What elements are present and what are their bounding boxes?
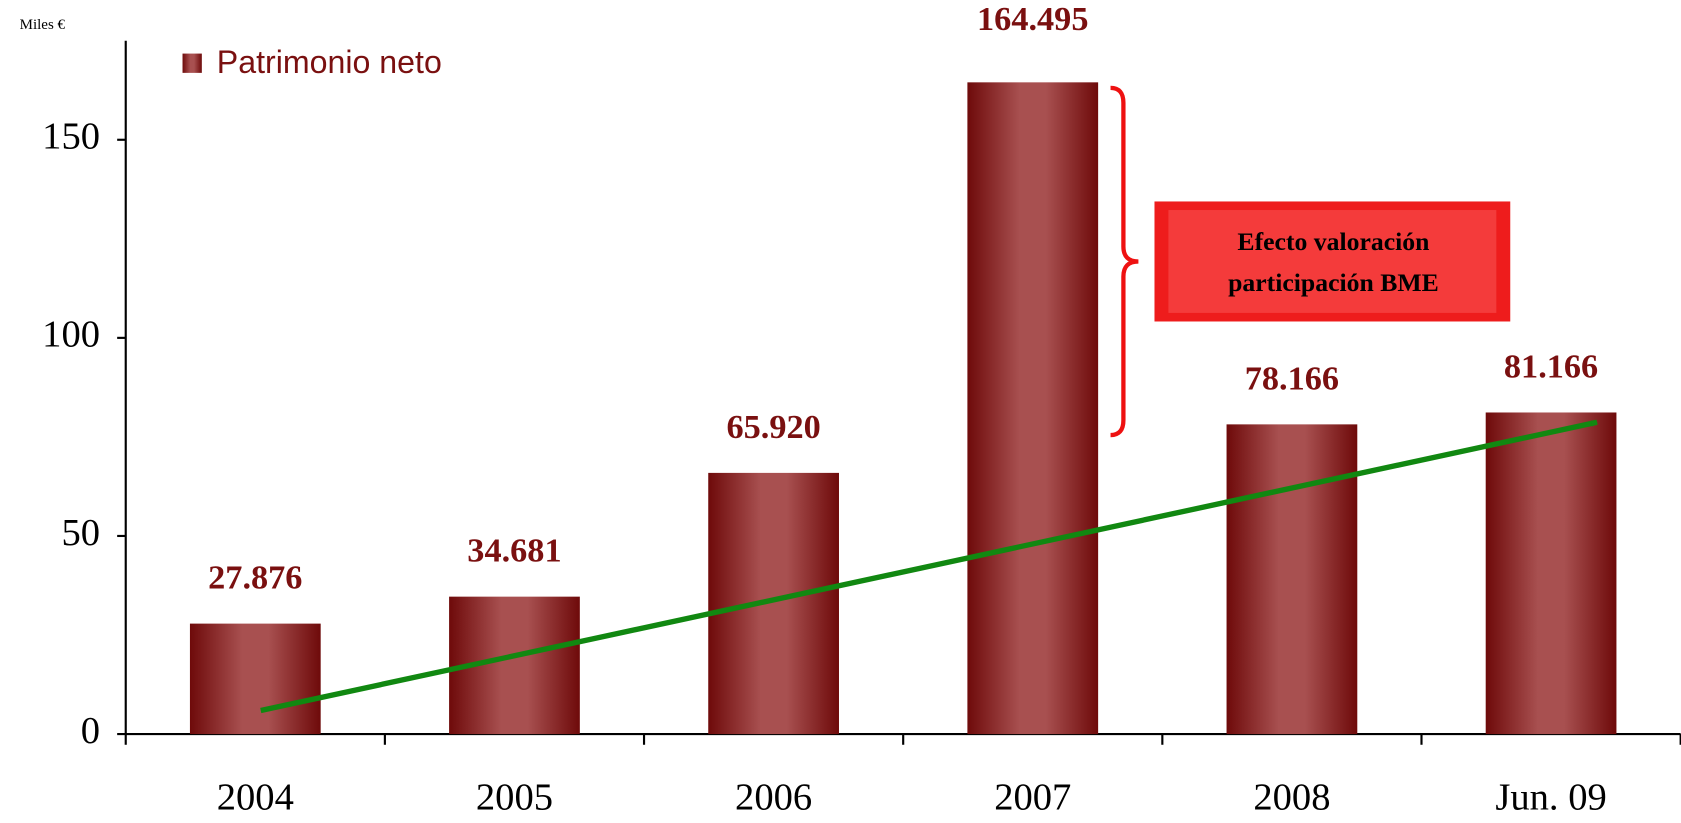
annotation-line: participación BME [1228, 268, 1439, 297]
x-tick-label: 2004 [217, 776, 294, 818]
bar [967, 82, 1099, 735]
x-tick-label: 2008 [1253, 776, 1330, 818]
bar [1226, 424, 1358, 735]
value-label: 78.166 [1245, 359, 1339, 397]
legend-swatch [182, 53, 202, 73]
legend-label: Patrimonio neto [217, 44, 442, 80]
x-tick-label: 2007 [994, 776, 1071, 818]
value-label: 27.876 [208, 559, 302, 597]
plot: 0 50 100 150 2004 27.876 2005 34.681 2006 65.920 2… [42, 0, 1681, 818]
annotation-glow [1168, 210, 1497, 313]
value-label: 65.920 [726, 408, 820, 446]
y-tick-label: 100 [42, 314, 100, 356]
bar [708, 472, 839, 735]
trend-arrow [260, 419, 1598, 714]
y-tick-label: 0 [81, 710, 100, 752]
y-tick-label: 50 [61, 512, 100, 554]
unit-label: Miles € [20, 17, 66, 33]
annotation-line: Efecto valoración [1237, 227, 1429, 256]
value-label: 164.495 [977, 0, 1088, 38]
bar [1485, 412, 1617, 735]
y-tick-label: 150 [42, 116, 100, 158]
brace [1110, 85, 1139, 438]
x-tick-label: 2006 [735, 776, 812, 818]
bar [189, 623, 321, 735]
x-tick-label: 2005 [476, 776, 553, 818]
value-label: 81.166 [1504, 347, 1598, 385]
value-label: 34.681 [467, 532, 561, 570]
x-tick-label: Jun. 09 [1495, 776, 1606, 818]
